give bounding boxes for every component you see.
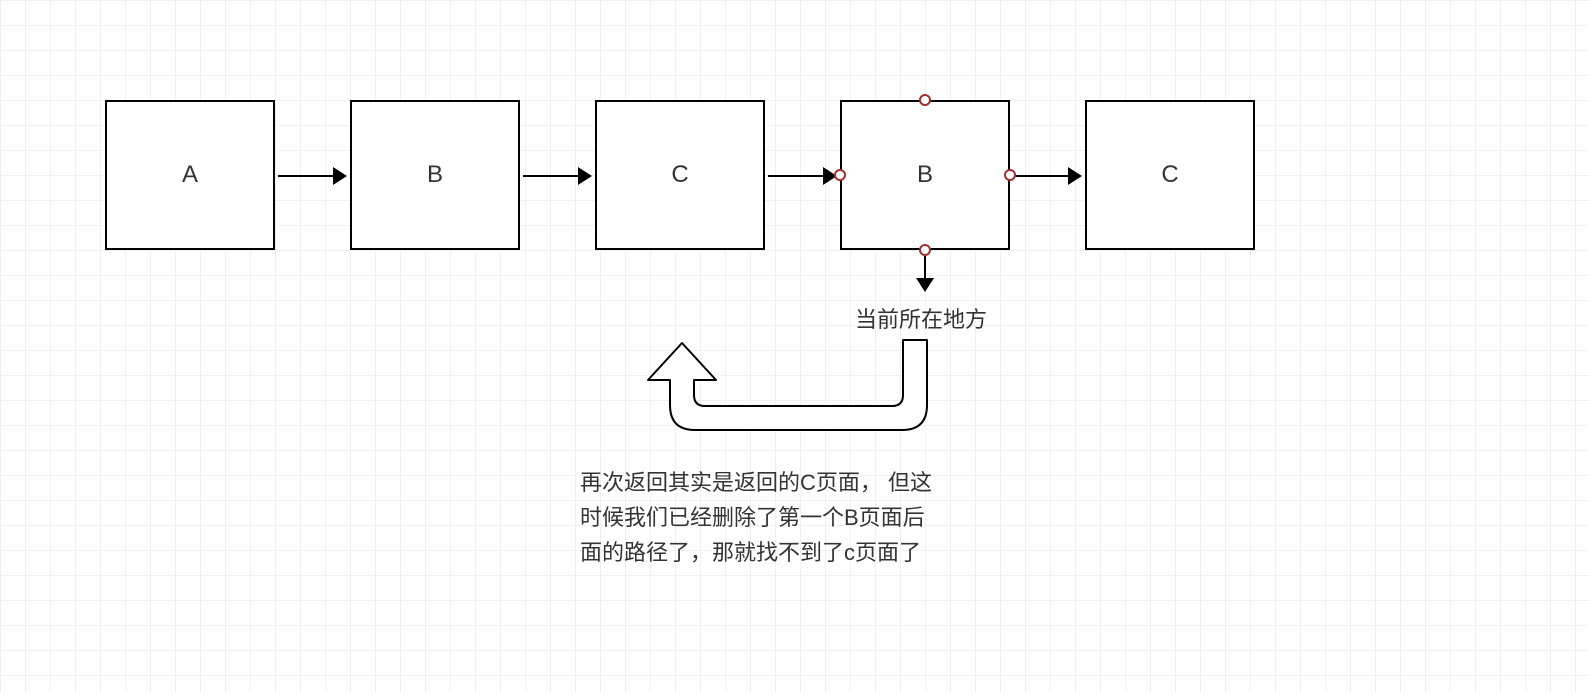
arrow-b2-c2 <box>1013 167 1082 185</box>
explanation-line-2: 时候我们已经删除了第一个B页面后 <box>580 500 1000 535</box>
arrow-head-icon <box>578 167 592 185</box>
arrow-a-b1 <box>278 167 347 185</box>
port-right <box>1004 169 1016 181</box>
explanation-text: 再次返回其实是返回的C页面， 但这 时候我们已经删除了第一个B页面后 面的路径了… <box>580 465 1000 571</box>
explanation-line-3: 面的路径了，那就找不到了c页面了 <box>580 535 1000 570</box>
arrow-line <box>924 256 926 278</box>
node-a: A <box>105 100 275 250</box>
arrow-head-icon <box>333 167 347 185</box>
node-c1: C <box>595 100 765 250</box>
node-b2: B <box>840 100 1010 250</box>
port-left <box>834 169 846 181</box>
node-b2-label: B <box>917 161 933 189</box>
port-top <box>919 94 931 106</box>
current-location-label: 当前所在地方 <box>855 302 987 334</box>
u-turn-arrow-icon <box>620 335 960 455</box>
arrow-c1-b2 <box>768 167 837 185</box>
node-c2: C <box>1085 100 1255 250</box>
explanation-line-1: 再次返回其实是返回的C页面， 但这 <box>580 465 1000 500</box>
arrow-head-icon <box>1068 167 1082 185</box>
node-a-label: A <box>182 161 198 189</box>
arrow-line <box>1013 175 1068 177</box>
node-b1: B <box>350 100 520 250</box>
node-c1-label: C <box>671 161 688 189</box>
node-c2-label: C <box>1161 161 1178 189</box>
arrow-b1-c1 <box>523 167 592 185</box>
node-b1-label: B <box>427 161 443 189</box>
arrow-line <box>278 175 333 177</box>
arrow-line <box>768 175 823 177</box>
arrow-head-icon <box>916 278 934 292</box>
arrow-b2-down <box>916 256 934 292</box>
port-bottom <box>919 244 931 256</box>
arrow-line <box>523 175 578 177</box>
